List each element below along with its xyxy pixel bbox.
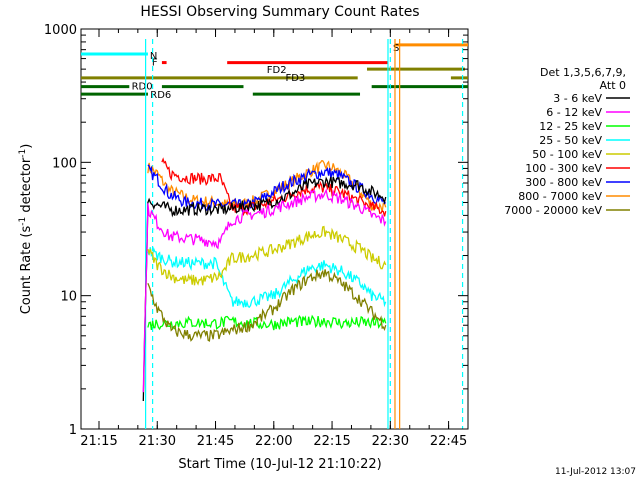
legend-label-300-800-kev: 300 - 800 keV (525, 176, 602, 189)
y-tick-label: 1000 (44, 23, 77, 38)
legend-header: Att 0 (600, 79, 626, 92)
legend-label-3-6-kev: 3 - 6 keV (553, 92, 602, 105)
y-tick-label: 100 (52, 156, 77, 171)
series-12-25-kev (147, 314, 387, 331)
flag-label-rd0: RD0 (132, 82, 153, 93)
plot-frame (80, 28, 469, 430)
y-label-mid: detector (19, 157, 34, 217)
x-tick-label: 22:30 (372, 434, 409, 449)
flag-label-rd6: RD6 (150, 90, 171, 101)
y-tick-label: 1 (69, 423, 77, 438)
legend-label-800-7000-kev: 800 - 7000 keV (518, 190, 602, 203)
x-tick-label: 21:45 (197, 434, 234, 449)
x-tick-label: 22:45 (430, 434, 467, 449)
series-6-12-kev (142, 188, 387, 393)
series-50-100-kev (147, 225, 387, 286)
flag-label-n: N (150, 51, 157, 62)
flag-label-fd3: FD3 (285, 73, 305, 84)
legend-label-100-300-kev: 100 - 300 keV (525, 162, 602, 175)
y-axis-ticks: 1 10 100 1000 (44, 23, 468, 438)
x-axis-ticks: 21:15 21:30 21:45 22:00 22:15 22:30 22:45 (80, 29, 467, 449)
y-tick-label: 10 (60, 290, 77, 305)
x-tick-label: 22:00 (255, 434, 292, 449)
series-100-300-kev (161, 157, 387, 217)
legend-label-50-100-kev: 50 - 100 keV (532, 148, 602, 161)
series-7000-20000-kev (147, 269, 387, 342)
y-axis-label: Count Rate (s-1 detector-1) (18, 144, 34, 315)
series-3-6-kev (142, 176, 387, 402)
x-axis-label: Start Time (10-Jul-12 21:10:22) (178, 457, 381, 472)
flag-label-f: F (152, 58, 158, 69)
x-tick-label: 21:15 (80, 434, 117, 449)
legend-label-7000-20000-kev: 7000 - 20000 keV (504, 204, 602, 217)
legend-label-6-12-kev: 6 - 12 keV (546, 106, 602, 119)
legend-header: Det 1,3,5,6,7,9, (540, 66, 626, 79)
flag-label-fd2: FD2 (267, 65, 287, 76)
x-tick-label: 21:30 (139, 434, 176, 449)
y-label-sup: -1 (18, 217, 28, 226)
timestamp: 11-Jul-2012 13:07 (555, 467, 636, 477)
y-label-end: ) (19, 144, 34, 149)
legend-label-25-50-kev: 25 - 50 keV (539, 134, 602, 147)
series-lines (142, 157, 387, 402)
chart-title: HESSI Observing Summary Count Rates (140, 4, 419, 20)
x-tick-label: 22:15 (313, 434, 350, 449)
flag-label-s: S (393, 43, 399, 54)
series-300-800-kev (147, 164, 387, 213)
series-800-7000-kev (147, 160, 387, 212)
series-25-50-kev (147, 246, 387, 309)
y-label-sup2: -1 (18, 149, 28, 158)
vertical-markers (145, 39, 464, 429)
y-label-main: Count Rate (s (19, 226, 34, 315)
legend-label-12-25-kev: 12 - 25 keV (539, 120, 602, 133)
